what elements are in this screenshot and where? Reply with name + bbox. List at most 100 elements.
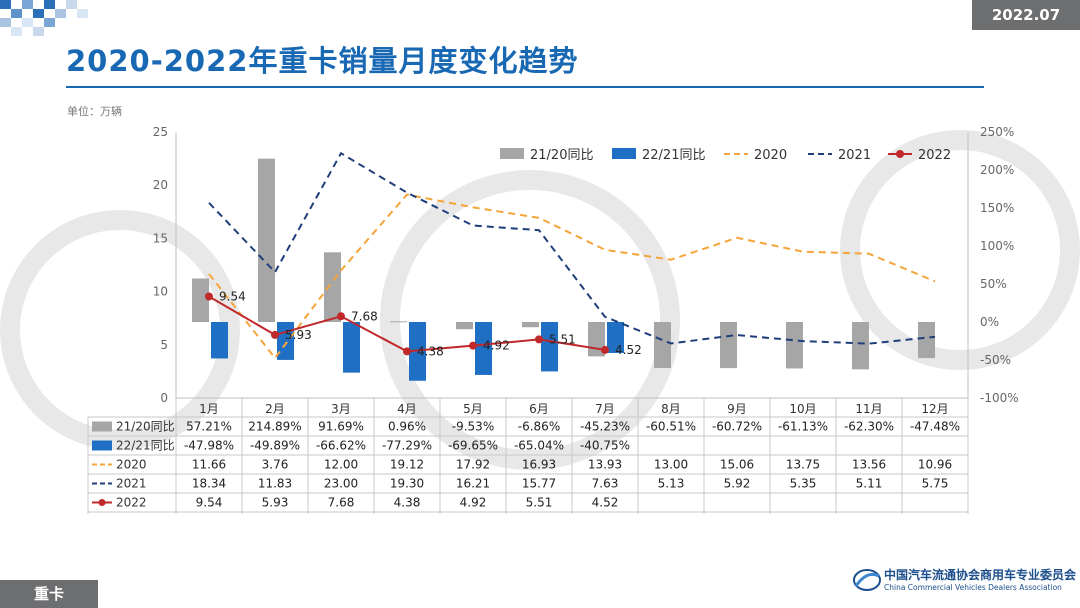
association-name-en: China Commercial Vehicles Dealers Associ… (884, 583, 1062, 592)
point-2022 (469, 341, 477, 350)
y-left-tick-label: 10 (153, 285, 168, 299)
table-cell: -65.04% (514, 439, 564, 453)
table-cell: 5.75 (922, 477, 949, 491)
bar-22/21同比 (343, 322, 360, 373)
category-label: 1月 (199, 402, 219, 416)
y-right-tick-label: 150% (980, 201, 1014, 215)
bar-21/20同比 (324, 252, 341, 322)
legend-label: 2022 (918, 148, 951, 163)
data-label-2022: 4.38 (417, 344, 444, 358)
data-label-2022: 4.52 (615, 343, 642, 357)
legend-swatch (612, 148, 636, 159)
table-cell: 19.12 (390, 458, 424, 472)
category-label: 2月 (265, 402, 285, 416)
bar-22/21同比 (475, 322, 492, 375)
table-cell: -9.53% (452, 420, 494, 434)
table-cell: 4.52 (592, 496, 619, 510)
point-2022 (271, 330, 279, 339)
table-cell: 5.13 (658, 477, 685, 491)
category-label: 7月 (595, 402, 615, 416)
data-label-2022: 5.93 (285, 328, 312, 342)
table-cell: 5.51 (526, 496, 553, 510)
data-label-2022: 9.54 (219, 289, 246, 303)
table-cell: 13.93 (588, 458, 622, 472)
legend-label: 2020 (754, 148, 787, 163)
table-cell: 4.38 (394, 496, 421, 510)
y-right-tick-label: 100% (980, 239, 1014, 253)
data-label-2022: 5.51 (549, 332, 576, 346)
y-left-tick-label: 0 (160, 391, 168, 405)
y-right-tick-label: 200% (980, 163, 1014, 177)
table-cell: 214.89% (248, 420, 301, 434)
y-right-tick-label: 250% (980, 125, 1014, 139)
point-2022 (337, 312, 345, 321)
chart-plot-area: 0 5 10 15 20 25 -100% -50% 0% 50% 100% 150% 200% 250%… (153, 125, 1019, 514)
bar-21/20同比 (654, 322, 671, 368)
bar-22/21同比 (211, 322, 228, 359)
bar-21/20同比 (258, 158, 275, 322)
point-2022 (403, 347, 411, 356)
table-cell: 91.69% (318, 420, 364, 434)
point-2022 (205, 292, 213, 301)
table-cell: -66.62% (316, 439, 366, 453)
legend-swatch (500, 148, 524, 159)
data-label-2022: 7.68 (351, 309, 378, 323)
table-legend-swatch (92, 421, 112, 432)
period-badge: 2022.07 (972, 0, 1080, 30)
section-tab: 重卡 (0, 580, 98, 608)
table-cell: -60.51% (646, 420, 696, 434)
table-cell: 57.21% (186, 420, 232, 434)
table-legend-swatch (92, 440, 112, 451)
legend-marker (896, 150, 904, 158)
bar-22/21同比 (541, 322, 558, 372)
table-cell: 13.75 (786, 458, 820, 472)
table-cell: -45.23% (580, 420, 630, 434)
table-cell: 23.00 (324, 477, 358, 491)
unit-label: 单位：万辆 (67, 105, 122, 118)
legend-label: 21/20同比 (530, 148, 593, 163)
y-left-tick-label: 20 (153, 178, 168, 192)
title-divider (66, 86, 984, 88)
category-label: 10月 (789, 402, 816, 416)
table-series-name: 22/21同比 (116, 439, 175, 453)
table-cell: 9.54 (196, 496, 223, 510)
category-label: 5月 (463, 402, 483, 416)
category-label: 8月 (661, 402, 681, 416)
table-cell: -61.13% (778, 420, 828, 434)
table-cell: -69.65% (448, 439, 498, 453)
table-legend-marker (98, 499, 106, 506)
y-right-tick-label: 50% (980, 277, 1007, 291)
data-label-2022: 4.92 (483, 339, 510, 353)
bar-21/20同比 (390, 321, 407, 323)
legend-label: 2021 (838, 148, 871, 163)
category-label: 3月 (331, 402, 351, 416)
table-cell: 11.66 (192, 458, 226, 472)
table-cell: 15.06 (720, 458, 754, 472)
table-cell: 7.63 (592, 477, 619, 491)
table-cell: 5.35 (790, 477, 817, 491)
checker-decoration (0, 0, 88, 36)
bar-21/20同比 (192, 278, 209, 322)
table-cell: -40.75% (580, 439, 630, 453)
line-2020 (208, 193, 936, 360)
chart-data-table: 1月 2月 3月 4月 5月 6月 7月 8月 9月 10月 11月 12月 21/20同比 57.21%… (87, 398, 969, 514)
association-logo-icon (853, 569, 881, 591)
y-right-tick-label: -50% (980, 353, 1011, 367)
table-cell: 4.92 (460, 496, 487, 510)
bar-21/20同比 (456, 322, 473, 330)
table-cell: 10.96 (918, 458, 952, 472)
table-cell: 5.92 (724, 477, 751, 491)
table-series-name: 2022 (116, 496, 147, 510)
table-cell: 5.11 (856, 477, 883, 491)
table-cell: -62.30% (844, 420, 894, 434)
table-series-name: 2020 (116, 458, 147, 472)
table-cell: 16.93 (522, 458, 556, 472)
y-left-tick-label: 25 (153, 125, 168, 139)
table-cell: -77.29% (382, 439, 432, 453)
page-title: 2020-2022年重卡销量月度变化趋势 (66, 44, 579, 78)
bar-22/21同比 (607, 322, 624, 353)
bar-21/20同比 (918, 322, 935, 359)
chart-legend: 21/20同比 22/21同比 2020 2021 2022 (500, 148, 951, 163)
table-cell: 12.00 (324, 458, 358, 472)
table-cell: 16.21 (456, 477, 490, 491)
